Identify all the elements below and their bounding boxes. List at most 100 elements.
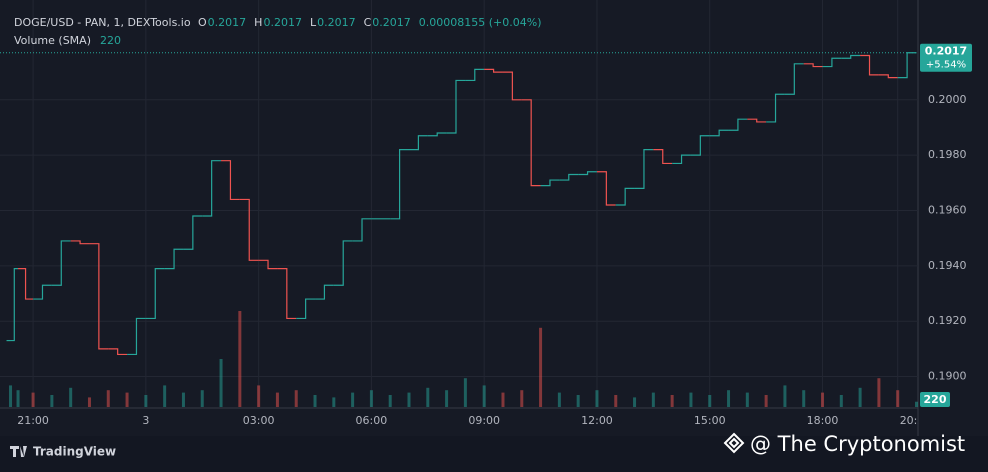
ohlc-value: 0.2017: [263, 16, 302, 29]
volume-bar: [858, 387, 862, 407]
price-tag: [920, 43, 972, 72]
volume-bar: [388, 395, 392, 407]
price-step: [690, 135, 710, 156]
price-step: [296, 298, 316, 320]
volume-bar: [426, 387, 430, 407]
x-tick-label: 18:00: [807, 414, 839, 427]
price-step: [164, 248, 184, 270]
volume-bar: [557, 392, 561, 407]
price-step: [615, 187, 635, 206]
price-step: [728, 118, 748, 131]
price-step: [784, 63, 804, 95]
volume-bar: [313, 395, 317, 407]
price-step: [145, 268, 165, 320]
price-step: [465, 68, 485, 82]
volume-bar: [708, 395, 712, 407]
price-step: [108, 348, 128, 356]
branding: TradingView: [33, 445, 116, 459]
volume-bar: [69, 387, 73, 407]
price-step: [502, 71, 522, 101]
price-step: [51, 240, 71, 286]
volume-bar: [576, 395, 580, 407]
volume-bar: [144, 395, 148, 407]
volume-bar: [896, 390, 900, 407]
volume-bar: [50, 395, 54, 407]
price-step: [390, 149, 410, 220]
volume-bar: [482, 385, 486, 407]
volume-bar: [501, 392, 505, 407]
x-tick-label: 20:: [900, 414, 918, 427]
ohlc-value: 0.2017: [372, 16, 411, 29]
price-step: [596, 171, 616, 206]
price-step: [860, 54, 879, 76]
price-step: [766, 93, 785, 123]
volume-bar: [727, 390, 731, 407]
volume-bar: [31, 392, 35, 407]
price-step: [484, 68, 503, 73]
price-step: [315, 284, 334, 300]
ohlc-key: L: [310, 16, 317, 29]
volume-bar: [106, 390, 110, 407]
volume-bar: [877, 378, 881, 407]
price-step: [409, 135, 428, 151]
price-step: [653, 149, 673, 165]
price-tag-change: +5.54%: [926, 60, 966, 71]
volume-bar: [407, 392, 411, 407]
ohlc-key: C: [364, 16, 372, 29]
volume-bar: [9, 385, 13, 407]
tradingview-logo: TradingView: [10, 445, 116, 459]
volume-bar: [914, 401, 918, 407]
x-tick-label: 3: [142, 414, 149, 427]
volume-bar: [614, 395, 618, 407]
y-tick-label: 0.1980: [928, 148, 967, 161]
volume-bar: [219, 359, 223, 407]
price-step: [10, 268, 19, 342]
volume-value: 220: [100, 34, 121, 47]
price-step: [18, 268, 34, 300]
y-tick-label: 0.1920: [928, 314, 967, 327]
volume-bar: [651, 392, 655, 407]
volume-bar: [238, 311, 242, 407]
price-step: [427, 132, 447, 137]
volume-bar: [332, 397, 336, 407]
volume-bar: [294, 390, 298, 407]
volume-bar: [200, 390, 204, 407]
y-tick-label: 0.1960: [928, 204, 967, 217]
volume-bar: [181, 392, 185, 407]
y-tick-label: 0.2000: [928, 93, 967, 106]
ohlc-value: 0.2017: [208, 16, 247, 29]
price-step: [540, 179, 560, 187]
volume-bar: [16, 390, 20, 407]
volume-bar: [275, 392, 279, 407]
volume-tag-value: 220: [924, 393, 947, 406]
volume-bar: [520, 390, 524, 407]
price-step: [89, 243, 109, 350]
price-step: [672, 154, 691, 165]
volume-bar: [125, 392, 129, 407]
price-step: [841, 54, 861, 59]
watermark-text: @ The Cryptonomist: [750, 432, 965, 456]
price-step: [352, 218, 372, 242]
volume-bar: [351, 392, 355, 407]
volume-bar: [539, 327, 543, 407]
footer-bg: [0, 436, 988, 472]
volume-bar: [821, 392, 825, 407]
price-step: [33, 284, 52, 300]
volume-bar: [595, 390, 599, 407]
volume-bar: [802, 390, 806, 407]
price-step: [202, 160, 222, 217]
volume-tag: [920, 392, 950, 407]
volume-bar: [633, 397, 637, 407]
volume-bar: [783, 385, 787, 407]
ohlc-key: O: [198, 16, 207, 29]
price-step: [239, 198, 259, 261]
price-step: [897, 52, 917, 79]
price-step: [127, 317, 146, 356]
price-step: [878, 74, 898, 79]
price-step: [634, 149, 654, 189]
x-tick-label: 21:00: [17, 414, 49, 427]
volume-bar: [689, 392, 693, 407]
x-tick-label: 15:00: [694, 414, 726, 427]
volume-bar: [764, 395, 768, 407]
